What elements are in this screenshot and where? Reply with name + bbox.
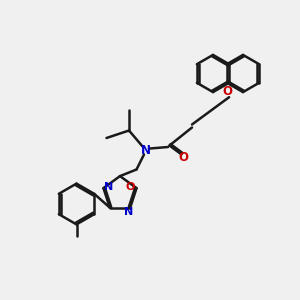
- Text: O: O: [178, 151, 188, 164]
- Text: O: O: [126, 182, 135, 192]
- Text: N: N: [140, 143, 151, 157]
- Text: N: N: [124, 207, 134, 217]
- Text: O: O: [223, 85, 232, 98]
- Text: N: N: [104, 182, 113, 192]
